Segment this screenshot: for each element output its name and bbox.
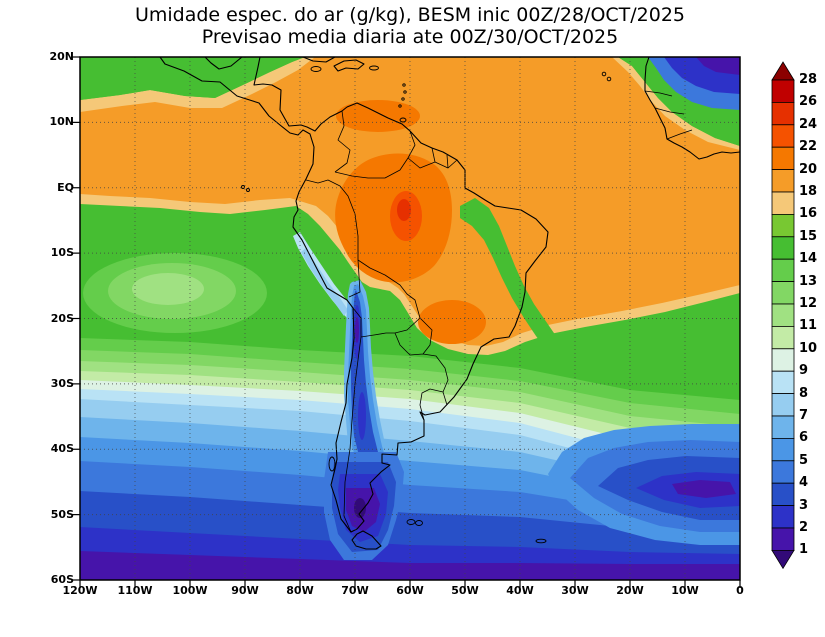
lat-tick-label: 20N [49,50,74,63]
colorbar-segment [771,258,795,283]
colorbar-segment [771,437,795,462]
lon-tick-label: 60W [396,584,424,597]
colorbar-segment [771,550,795,570]
lon-tick-label: 120W [62,584,98,597]
colorbar-tick-label: 6 [799,430,809,446]
colorbar-segment [771,482,795,507]
colorbar-segment [771,393,795,417]
lat-tick-label: 60S [50,573,74,586]
lat-tick-label: 10S [50,246,74,260]
colorbar-segment [771,146,795,170]
colorbar-tick-label: 2 [799,520,809,535]
country-borders-path [305,90,693,533]
chart-title-line2: Previsao media diaria ate 00Z/30/OCT/202… [201,26,619,48]
colorbar-tick-label: 11 [799,318,818,334]
small-islands [241,65,612,544]
lat-tick-label: 20S [50,311,74,325]
colorbar-tick-label: 12 [799,296,818,311]
lat-tick-label: 10N [49,115,74,129]
lat-tick-label: EQ [57,180,74,194]
lon-tick-label: 0 [736,584,744,597]
colorbar-tick-label: 20 [799,161,818,177]
colorbar-tick-label: 24 [799,116,818,132]
colorbar-tick-label: 10 [799,340,818,356]
colorbar-segment [771,124,795,148]
colorbar-tick-label: 1 [799,542,809,558]
colorbar-tick-label: 7 [799,408,809,423]
colorbar-segment [771,303,795,327]
colorbar-tick-label: 26 [799,94,818,110]
colorbar-tick-label: 3 [799,497,809,513]
colorbar-segment [771,169,795,193]
colorbar-tick-label: 8 [799,385,809,401]
colorbar-tick-label: 14 [799,251,818,267]
lon-tick-label: 100W [172,584,208,597]
colorbar-tick-label: 16 [799,206,818,222]
lon-tick-label: 40W [506,584,534,597]
colorbar-tick-label: 4 [799,475,809,491]
colorbar-segment [771,348,795,372]
colorbar-segment [771,281,795,305]
coastline-path [159,57,740,550]
colorbar-segment [771,325,795,350]
colorbar-tick-label: 22 [799,139,818,155]
lat-tick-label: 50S [50,507,74,521]
lon-tick-label: 50W [451,584,479,597]
colorbar-segment [771,505,795,529]
lat-tick-label: 30S [50,376,74,390]
lon-tick-label: 70W [341,584,369,597]
lon-tick-label: 30W [561,584,589,597]
axis-ticks [72,56,741,588]
colorbar-tick-label: 9 [799,363,809,379]
colorbar-segment [771,415,795,439]
colorbar-tick-label: 5 [799,452,809,468]
lon-tick-label: 80W [286,584,314,597]
colorbar-tick-label: 15 [799,228,818,244]
lon-tick-label: 110W [117,584,153,597]
lon-tick-label: 10W [671,584,699,597]
colorbar-segment [771,61,795,81]
colorbar-tick-label: 13 [799,273,818,289]
colorbar-tick-label: 18 [799,184,818,199]
colorbar-segment [771,236,795,260]
colorbar-segment [771,370,795,395]
colorbar-segment [771,79,795,103]
lon-tick-label: 90W [231,584,259,597]
lon-tick-label: 20W [616,584,644,597]
lat-tick-label: 40S [50,442,74,456]
colorbar-segment [771,213,795,238]
colorbar-tick-label: 28 [799,72,818,87]
colorbar-segment [771,102,795,126]
chart-title-line1: Umidade espec. do ar (g/kg), BESM inic 0… [134,4,686,26]
colorbar-segment [771,460,795,484]
colorbar [771,61,795,570]
colorbar-segment [771,191,795,215]
colorbar-segment [771,527,795,551]
